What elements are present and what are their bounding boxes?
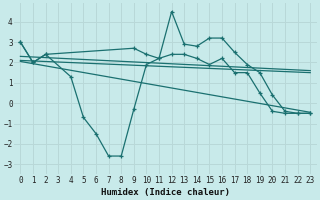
X-axis label: Humidex (Indice chaleur): Humidex (Indice chaleur)	[101, 188, 230, 197]
